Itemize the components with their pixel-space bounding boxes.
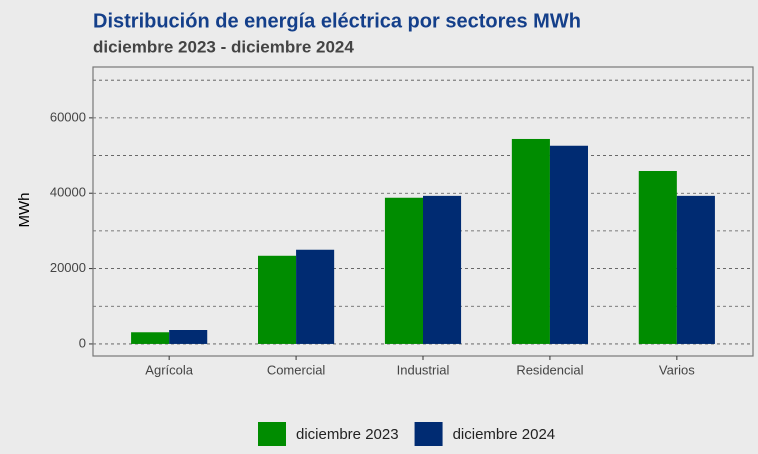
legend-swatch [258, 422, 286, 446]
chart-subtitle: diciembre 2023 - diciembre 2024 [93, 37, 354, 56]
bar [549, 145, 588, 344]
bar [638, 170, 677, 344]
bar [258, 255, 297, 344]
y-tick-label: 40000 [50, 185, 86, 200]
y-tick-label: 0 [79, 335, 86, 350]
bar [131, 332, 170, 344]
bar [169, 330, 208, 344]
bar [296, 249, 335, 344]
x-tick-label: Residencial [516, 362, 583, 377]
bar [384, 197, 423, 344]
bar [511, 138, 550, 344]
x-tick-label: Varios [659, 362, 695, 377]
legend-label: diciembre 2023 [296, 426, 399, 443]
legend-swatch [414, 422, 443, 446]
legend-label: diciembre 2024 [453, 426, 556, 443]
x-tick-label: Agrícola [145, 362, 193, 377]
bar [676, 195, 715, 344]
y-tick-label: 60000 [50, 109, 86, 124]
x-tick-label: Industrial [397, 362, 450, 377]
y-axis-label: MWh [16, 193, 33, 228]
x-tick-label: Comercial [267, 362, 326, 377]
chart-title: Distribución de energía eléctrica por se… [93, 10, 581, 32]
bar [423, 195, 462, 344]
y-tick-label: 20000 [50, 260, 86, 275]
